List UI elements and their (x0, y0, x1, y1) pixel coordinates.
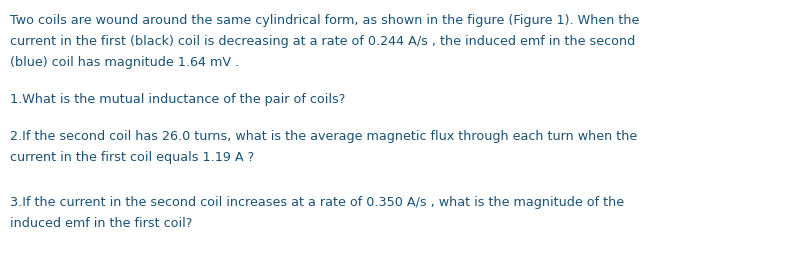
Text: current in the first coil equals 1.19 A ?: current in the first coil equals 1.19 A … (10, 151, 255, 164)
Text: current in the first (black) coil is decreasing at a rate of 0.244 A/s , the ind: current in the first (black) coil is dec… (10, 35, 635, 48)
Text: 1.What is the mutual inductance of the pair of coils?: 1.What is the mutual inductance of the p… (10, 93, 345, 106)
Text: (blue) coil has magnitude 1.64 mV .: (blue) coil has magnitude 1.64 mV . (10, 56, 240, 69)
Text: 2.If the second coil has 26.0 turns, what is the average magnetic flux through e: 2.If the second coil has 26.0 turns, wha… (10, 130, 637, 143)
Text: Two coils are wound around the same cylindrical form, as shown in the figure (Fi: Two coils are wound around the same cyli… (10, 14, 639, 27)
Text: induced emf in the first coil?: induced emf in the first coil? (10, 217, 192, 230)
Text: 3.If the current in the second coil increases at a rate of 0.350 A/s , what is t: 3.If the current in the second coil incr… (10, 196, 624, 209)
